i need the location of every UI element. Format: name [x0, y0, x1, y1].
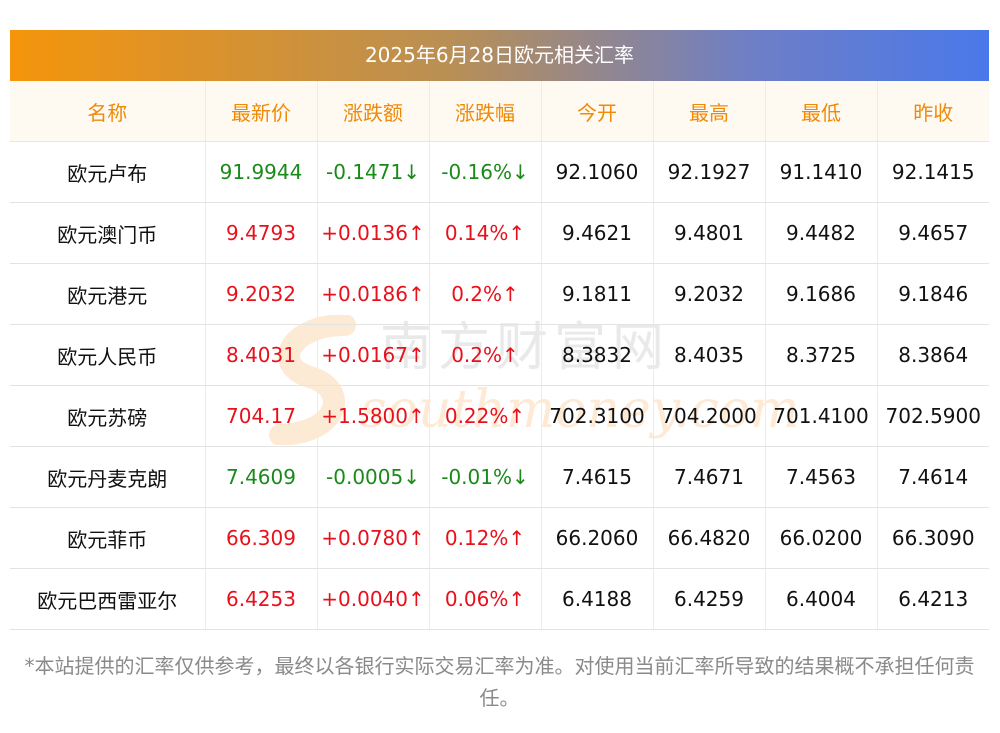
cell-name: 欧元菲币 — [10, 507, 206, 569]
header-row: 名称 最新价 涨跌额 涨跌幅 今开 最高 最低 昨收 — [10, 81, 989, 142]
cell-low: 701.4100 — [765, 385, 878, 447]
cell-high: 7.4671 — [653, 446, 766, 508]
table-row: 欧元澳门币 9.4793 +0.0136↑ 0.14%↑ 9.4621 9.48… — [10, 202, 989, 264]
cell-pct: 0.06%↑ — [429, 568, 542, 630]
cell-name: 欧元人民币 — [10, 324, 206, 386]
cell-change: +0.0136↑ — [317, 202, 430, 264]
cell-change: -0.1471↓ — [317, 141, 430, 203]
cell-pct: 0.2%↑ — [429, 263, 542, 325]
table-row: 欧元巴西雷亚尔 6.4253 +0.0040↑ 0.06%↑ 6.4188 6.… — [10, 568, 989, 630]
cell-high: 9.4801 — [653, 202, 766, 264]
cell-open: 7.4615 — [541, 446, 654, 508]
cell-low: 9.1686 — [765, 263, 878, 325]
col-header-low: 最低 — [765, 81, 878, 142]
table-row: 欧元人民币 8.4031 +0.0167↑ 0.2%↑ 8.3832 8.403… — [10, 324, 989, 386]
cell-prev: 9.1846 — [877, 263, 989, 325]
cell-latest: 91.9944 — [205, 141, 318, 203]
cell-high: 66.4820 — [653, 507, 766, 569]
cell-latest: 9.4793 — [205, 202, 318, 264]
table-row: 欧元菲币 66.309 +0.0780↑ 0.12%↑ 66.2060 66.4… — [10, 507, 989, 569]
rates-panel: 2025年6月28日欧元相关汇率 南方财富网 southmoney.com 名称… — [10, 30, 989, 630]
cell-low: 6.4004 — [765, 568, 878, 630]
cell-open: 8.3832 — [541, 324, 654, 386]
cell-latest: 8.4031 — [205, 324, 318, 386]
col-header-high: 最高 — [653, 81, 766, 142]
cell-latest: 7.4609 — [205, 446, 318, 508]
cell-open: 9.1811 — [541, 263, 654, 325]
cell-prev: 6.4213 — [877, 568, 989, 630]
cell-pct: 0.12%↑ — [429, 507, 542, 569]
cell-low: 91.1410 — [765, 141, 878, 203]
cell-high: 9.2032 — [653, 263, 766, 325]
col-header-change: 涨跌额 — [317, 81, 430, 142]
cell-pct: 0.14%↑ — [429, 202, 542, 264]
cell-change: +1.5800↑ — [317, 385, 430, 447]
cell-latest: 66.309 — [205, 507, 318, 569]
cell-low: 66.0200 — [765, 507, 878, 569]
table-title: 2025年6月28日欧元相关汇率 — [10, 30, 989, 81]
cell-name: 欧元巴西雷亚尔 — [10, 568, 206, 630]
cell-open: 702.3100 — [541, 385, 654, 447]
table-row: 欧元苏磅 704.17 +1.5800↑ 0.22%↑ 702.3100 704… — [10, 385, 989, 447]
cell-pct: 0.22%↑ — [429, 385, 542, 447]
cell-name: 欧元卢布 — [10, 141, 206, 203]
cell-change: -0.0005↓ — [317, 446, 430, 508]
table-row: 欧元丹麦克朗 7.4609 -0.0005↓ -0.01%↓ 7.4615 7.… — [10, 446, 989, 508]
cell-high: 8.4035 — [653, 324, 766, 386]
cell-low: 9.4482 — [765, 202, 878, 264]
cell-latest: 704.17 — [205, 385, 318, 447]
cell-high: 704.2000 — [653, 385, 766, 447]
cell-latest: 6.4253 — [205, 568, 318, 630]
cell-change: +0.0780↑ — [317, 507, 430, 569]
cell-change: +0.0167↑ — [317, 324, 430, 386]
disclaimer-note: *本站提供的汇率仅供参考，最终以各银行实际交易汇率为准。对使用当前汇率所导致的结… — [24, 654, 975, 710]
cell-name: 欧元丹麦克朗 — [10, 446, 206, 508]
cell-high: 6.4259 — [653, 568, 766, 630]
cell-latest: 9.2032 — [205, 263, 318, 325]
cell-low: 7.4563 — [765, 446, 878, 508]
cell-prev: 9.4657 — [877, 202, 989, 264]
cell-pct: -0.01%↓ — [429, 446, 542, 508]
cell-prev: 8.3864 — [877, 324, 989, 386]
col-header-prev: 昨收 — [877, 81, 989, 142]
cell-low: 8.3725 — [765, 324, 878, 386]
cell-name: 欧元澳门币 — [10, 202, 206, 264]
col-header-latest: 最新价 — [205, 81, 318, 142]
table-row: 欧元港元 9.2032 +0.0186↑ 0.2%↑ 9.1811 9.2032… — [10, 263, 989, 325]
col-header-pct: 涨跌幅 — [429, 81, 542, 142]
col-header-open: 今开 — [541, 81, 654, 142]
cell-pct: -0.16%↓ — [429, 141, 542, 203]
cell-pct: 0.2%↑ — [429, 324, 542, 386]
cell-prev: 7.4614 — [877, 446, 989, 508]
cell-prev: 702.5900 — [877, 385, 989, 447]
cell-name: 欧元港元 — [10, 263, 206, 325]
cell-high: 92.1927 — [653, 141, 766, 203]
cell-prev: 66.3090 — [877, 507, 989, 569]
cell-prev: 92.1415 — [877, 141, 989, 203]
cell-open: 6.4188 — [541, 568, 654, 630]
cell-name: 欧元苏磅 — [10, 385, 206, 447]
cell-change: +0.0040↑ — [317, 568, 430, 630]
cell-change: +0.0186↑ — [317, 263, 430, 325]
cell-open: 66.2060 — [541, 507, 654, 569]
col-header-name: 名称 — [10, 81, 206, 142]
cell-open: 92.1060 — [541, 141, 654, 203]
table-row: 欧元卢布 91.9944 -0.1471↓ -0.16%↓ 92.1060 92… — [10, 141, 989, 203]
cell-open: 9.4621 — [541, 202, 654, 264]
rates-table: 名称 最新价 涨跌额 涨跌幅 今开 最高 最低 昨收 欧元卢布 91.9944 … — [10, 81, 989, 630]
